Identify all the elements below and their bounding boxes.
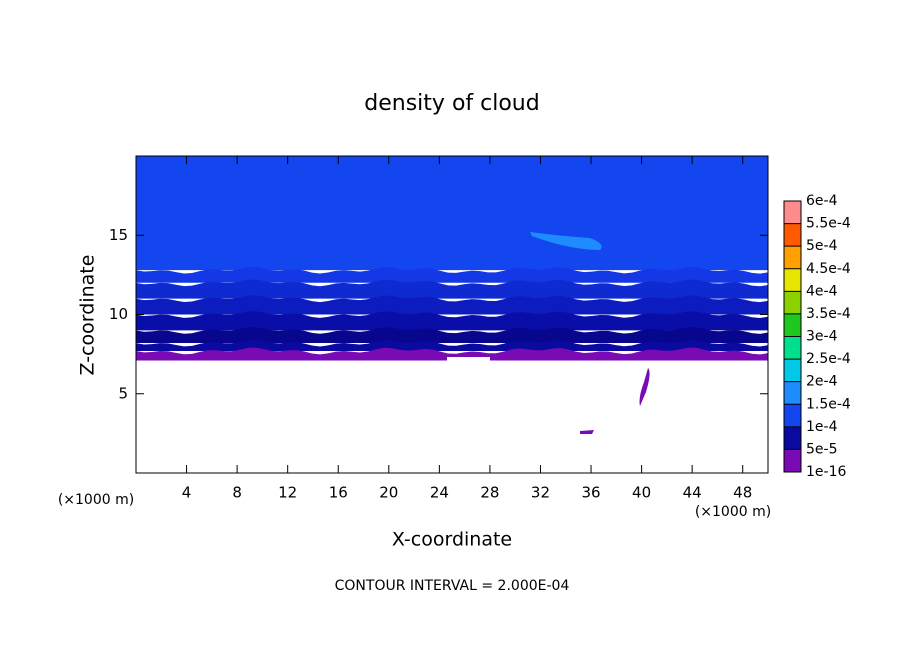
- colorbar-swatch: [784, 313, 801, 337]
- x-tick-label: 48: [733, 484, 752, 502]
- x-tick-label: 24: [430, 484, 449, 502]
- colorbar-label: 1e-4: [806, 419, 838, 435]
- y-tick-label: 10: [109, 305, 128, 323]
- y-axis-label: Z-coordinate: [77, 255, 99, 376]
- colorbar-label: 4e-4: [806, 283, 838, 299]
- colorbar-label: 2.5e-4: [806, 351, 851, 367]
- x-tick-label: 8: [232, 484, 242, 502]
- field-band: [136, 311, 768, 331]
- field-band: [136, 279, 768, 299]
- colorbar-swatch: [784, 246, 801, 269]
- x-tick-label: 20: [379, 484, 398, 502]
- field-band: [136, 156, 768, 271]
- field-patch: [580, 430, 594, 434]
- colorbar-swatch: [784, 336, 801, 360]
- x-tick-label: 12: [278, 484, 297, 502]
- colorbar-label: 5.5e-4: [806, 216, 851, 232]
- x-tick-label: 36: [581, 484, 600, 502]
- colorbar-label: 3.5e-4: [806, 306, 851, 322]
- colorbar-swatch: [784, 404, 801, 427]
- axis-unit: (×1000 m): [58, 492, 134, 508]
- field-band: [136, 339, 768, 351]
- field-band: [136, 327, 768, 344]
- colorbar-swatch: [784, 268, 801, 292]
- field-band: [136, 295, 768, 315]
- field-patch: [639, 368, 650, 406]
- field-band: [136, 347, 768, 361]
- x-axis-label: X-coordinate: [392, 529, 512, 551]
- x-tick-label: 40: [632, 484, 651, 502]
- colorbar-label: 1.5e-4: [806, 396, 851, 412]
- field-band: [136, 266, 768, 283]
- colorbar-swatch: [784, 359, 801, 382]
- colorbar-label: 6e-4: [806, 193, 838, 209]
- x-tick-label: 32: [531, 484, 550, 502]
- x-tick-label: 4: [182, 484, 192, 502]
- colorbar-label: 5e-4: [806, 238, 838, 254]
- colorbar-swatch: [784, 426, 801, 450]
- colorbar-label: 3e-4: [806, 329, 838, 345]
- colorbar-label: 5e-5: [806, 441, 837, 457]
- field-patch: [530, 232, 602, 250]
- x-tick-label: 44: [683, 484, 702, 502]
- colorbar-swatch: [784, 449, 801, 472]
- footer-note: CONTOUR INTERVAL = 2.000E-04: [335, 578, 570, 594]
- field-patch: [447, 357, 490, 362]
- y-tick-label: 15: [109, 226, 128, 244]
- colorbar-label: 1e-16: [806, 464, 846, 480]
- y-tick-label: 5: [118, 384, 128, 402]
- colorbar-label: 2e-4: [806, 374, 838, 390]
- colorbar-swatch: [784, 201, 801, 224]
- x-tick-label: 16: [329, 484, 348, 502]
- colorbar-swatch: [784, 223, 801, 247]
- colorbar-label: 4.5e-4: [806, 261, 851, 277]
- x-tick-label: 28: [480, 484, 499, 502]
- colorbar-swatch: [784, 291, 801, 314]
- axis-unit: (×1000 m): [695, 504, 771, 520]
- colorbar-swatch: [784, 381, 801, 405]
- chart-title: density of cloud: [364, 91, 539, 116]
